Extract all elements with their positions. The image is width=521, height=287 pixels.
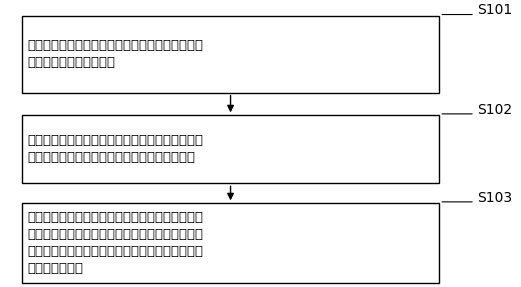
Text: S103: S103 [478,191,513,205]
Text: 若当前回波信号强度大于已存储的回波信号强度则
存储当前回波信号强度及其对应的当前探头角度: 若当前回波信号强度大于已存储的回波信号强度则 存储当前回波信号强度及其对应的当前… [28,134,204,164]
FancyBboxPatch shape [22,115,439,183]
FancyBboxPatch shape [22,203,439,283]
Text: S101: S101 [478,3,513,17]
Text: 按预设的探头运动控制算法调整探头角度和扫描深
度，并继续发出脉冲超声进行扫描，直至获取待检
测脑血管在每一扫描深度中回波信号强度为最大值
对应的探头角度: 按预设的探头运动控制算法调整探头角度和扫描深 度，并继续发出脉冲超声进行扫描，直… [28,211,204,275]
Text: S102: S102 [478,103,513,117]
FancyBboxPatch shape [22,16,439,93]
Text: 探头向待扫描脑血管发出脉冲超声，接收当前回波
并获取当前回波信号强度: 探头向待扫描脑血管发出脉冲超声，接收当前回波 并获取当前回波信号强度 [28,39,204,69]
